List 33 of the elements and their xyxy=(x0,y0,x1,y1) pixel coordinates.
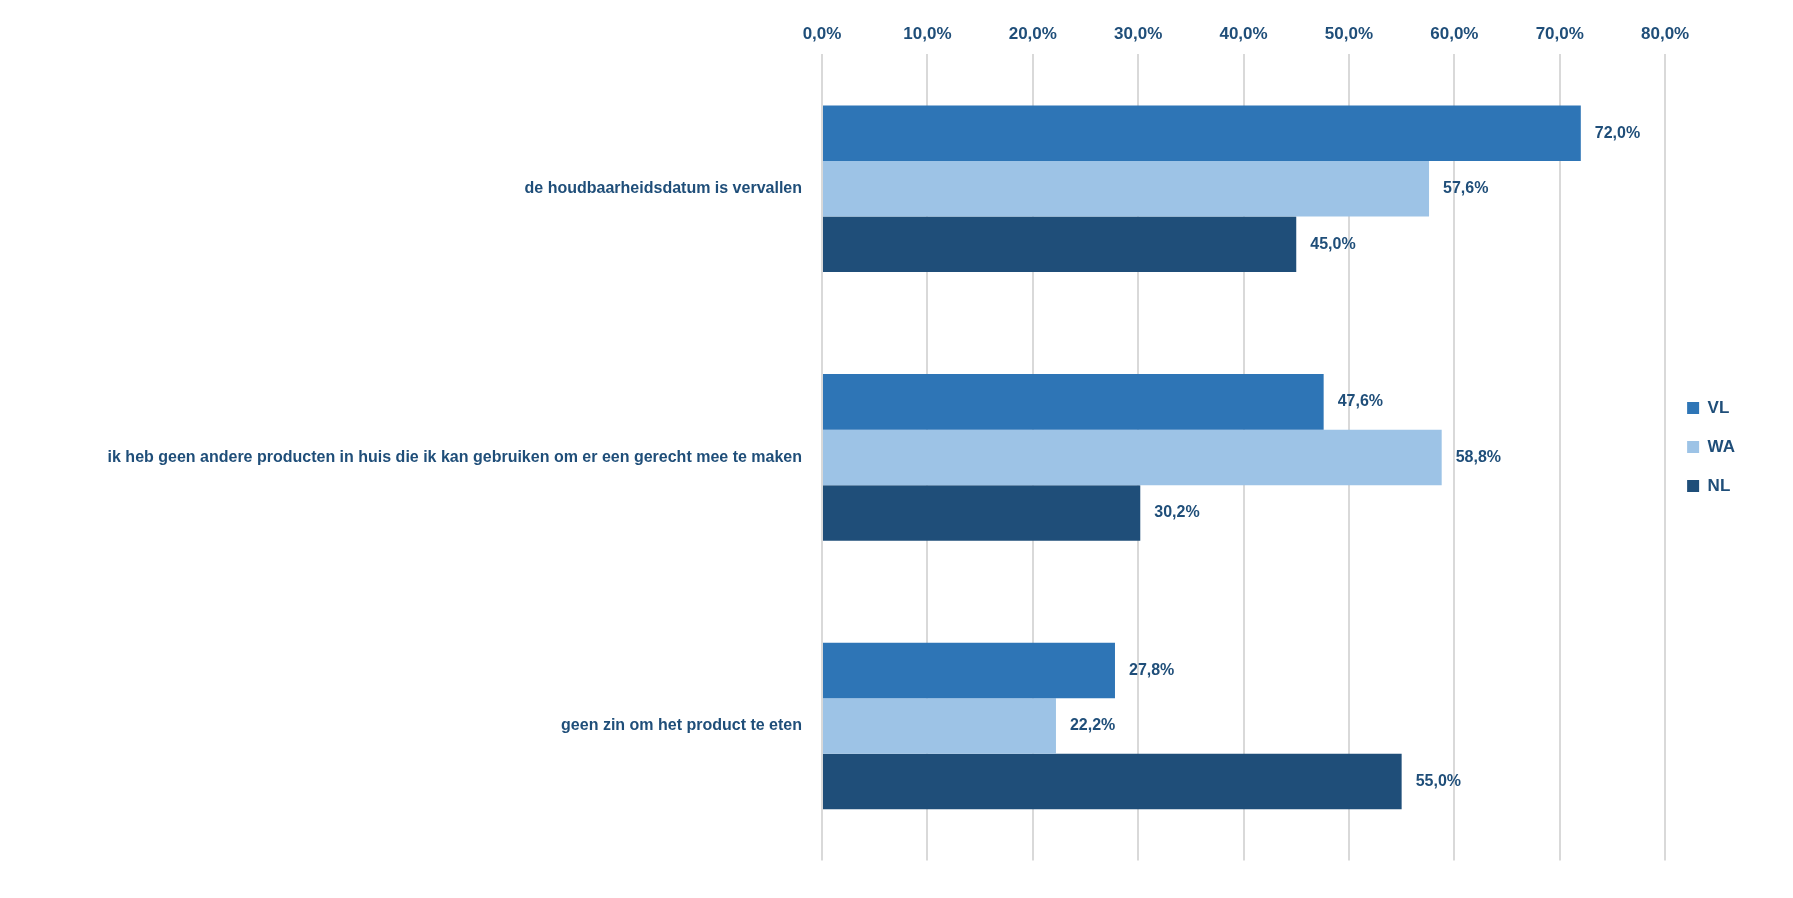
x-tick-label: 20,0% xyxy=(1008,23,1057,43)
data-label: 22,2% xyxy=(1069,716,1116,734)
y-tick-label: geen zin om het product te eten xyxy=(561,716,802,734)
bar xyxy=(823,105,1581,161)
data-label: 57,6% xyxy=(1443,179,1489,197)
data-label: 45,0% xyxy=(1310,234,1356,252)
bar xyxy=(823,160,1430,217)
data-label: 30,2% xyxy=(1154,503,1200,521)
bar xyxy=(823,216,1297,273)
bar xyxy=(823,753,1402,810)
bar xyxy=(823,485,1141,541)
data-label: 27,8% xyxy=(1128,660,1175,678)
data-label: 72,0% xyxy=(1594,123,1641,141)
x-tick-label: 60,0% xyxy=(1430,23,1479,43)
legend-label: WA xyxy=(1707,436,1736,456)
y-tick-label: de houdbaarheidsdatum is vervallen xyxy=(524,179,802,197)
bar xyxy=(823,374,1324,430)
bar xyxy=(823,429,1442,486)
x-tick-label: 50,0% xyxy=(1324,23,1374,43)
legend-label: VL xyxy=(1707,397,1730,417)
legend-label: NL xyxy=(1707,475,1731,495)
x-tick-label: 0,0% xyxy=(802,23,842,43)
data-label: 58,8% xyxy=(1455,447,1502,465)
bar xyxy=(823,698,1056,754)
y-tick-label: ik heb geen andere producten in huis die ik kan gebruiken om er een gerecht mee te maken xyxy=(107,447,802,465)
x-tick-label: 80,0% xyxy=(1641,23,1690,43)
bar xyxy=(823,642,1115,699)
x-tick-label: 70,0% xyxy=(1535,23,1584,43)
x-tick-label: 30,0% xyxy=(1114,23,1163,43)
x-tick-label: 40,0% xyxy=(1219,23,1268,43)
x-tick-label: 10,0% xyxy=(903,23,952,43)
data-label: 47,6% xyxy=(1337,392,1384,410)
data-label: 55,0% xyxy=(1415,772,1462,789)
